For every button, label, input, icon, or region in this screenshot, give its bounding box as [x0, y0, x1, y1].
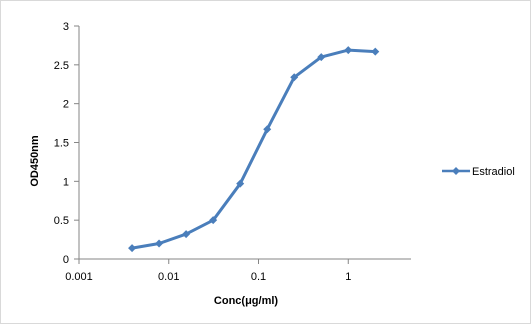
legend-label: Estradiol [472, 166, 515, 178]
y-tick-label: 2 [63, 99, 69, 111]
y-tick-label: 1.5 [54, 138, 69, 150]
legend-marker [452, 167, 460, 175]
data-point [371, 47, 380, 56]
legend: Estradiol [442, 166, 515, 178]
x-axis-title: Conc(μg/ml) [214, 295, 279, 307]
x-tick-label: 0.1 [251, 271, 266, 283]
data-point [209, 216, 218, 225]
data-point [155, 239, 164, 248]
data-point [317, 53, 326, 62]
x-axis-ticks: 0.001 0.01 0.1 1 [65, 259, 351, 283]
data-point [236, 179, 245, 188]
data-point [182, 230, 191, 239]
y-tick-label: 0 [63, 254, 69, 266]
y-axis-ticks: 0 0.5 1 1.5 2 2.5 3 [54, 21, 79, 266]
data-point [128, 244, 137, 253]
y-tick-label: 3 [63, 21, 69, 33]
series-line [131, 48, 376, 250]
x-tick-label: 0.001 [65, 271, 93, 283]
y-axis-title: OD450nm [29, 135, 41, 187]
series-layer [128, 46, 380, 253]
data-point [263, 125, 272, 134]
y-tick-label: 2.5 [54, 60, 69, 72]
x-tick-label: 0.01 [158, 271, 179, 283]
y-tick-label: 1 [63, 176, 69, 188]
data-point [344, 46, 353, 55]
x-tick-label: 1 [345, 271, 351, 283]
y-tick-label: 0.5 [54, 215, 69, 227]
data-point [290, 73, 299, 82]
